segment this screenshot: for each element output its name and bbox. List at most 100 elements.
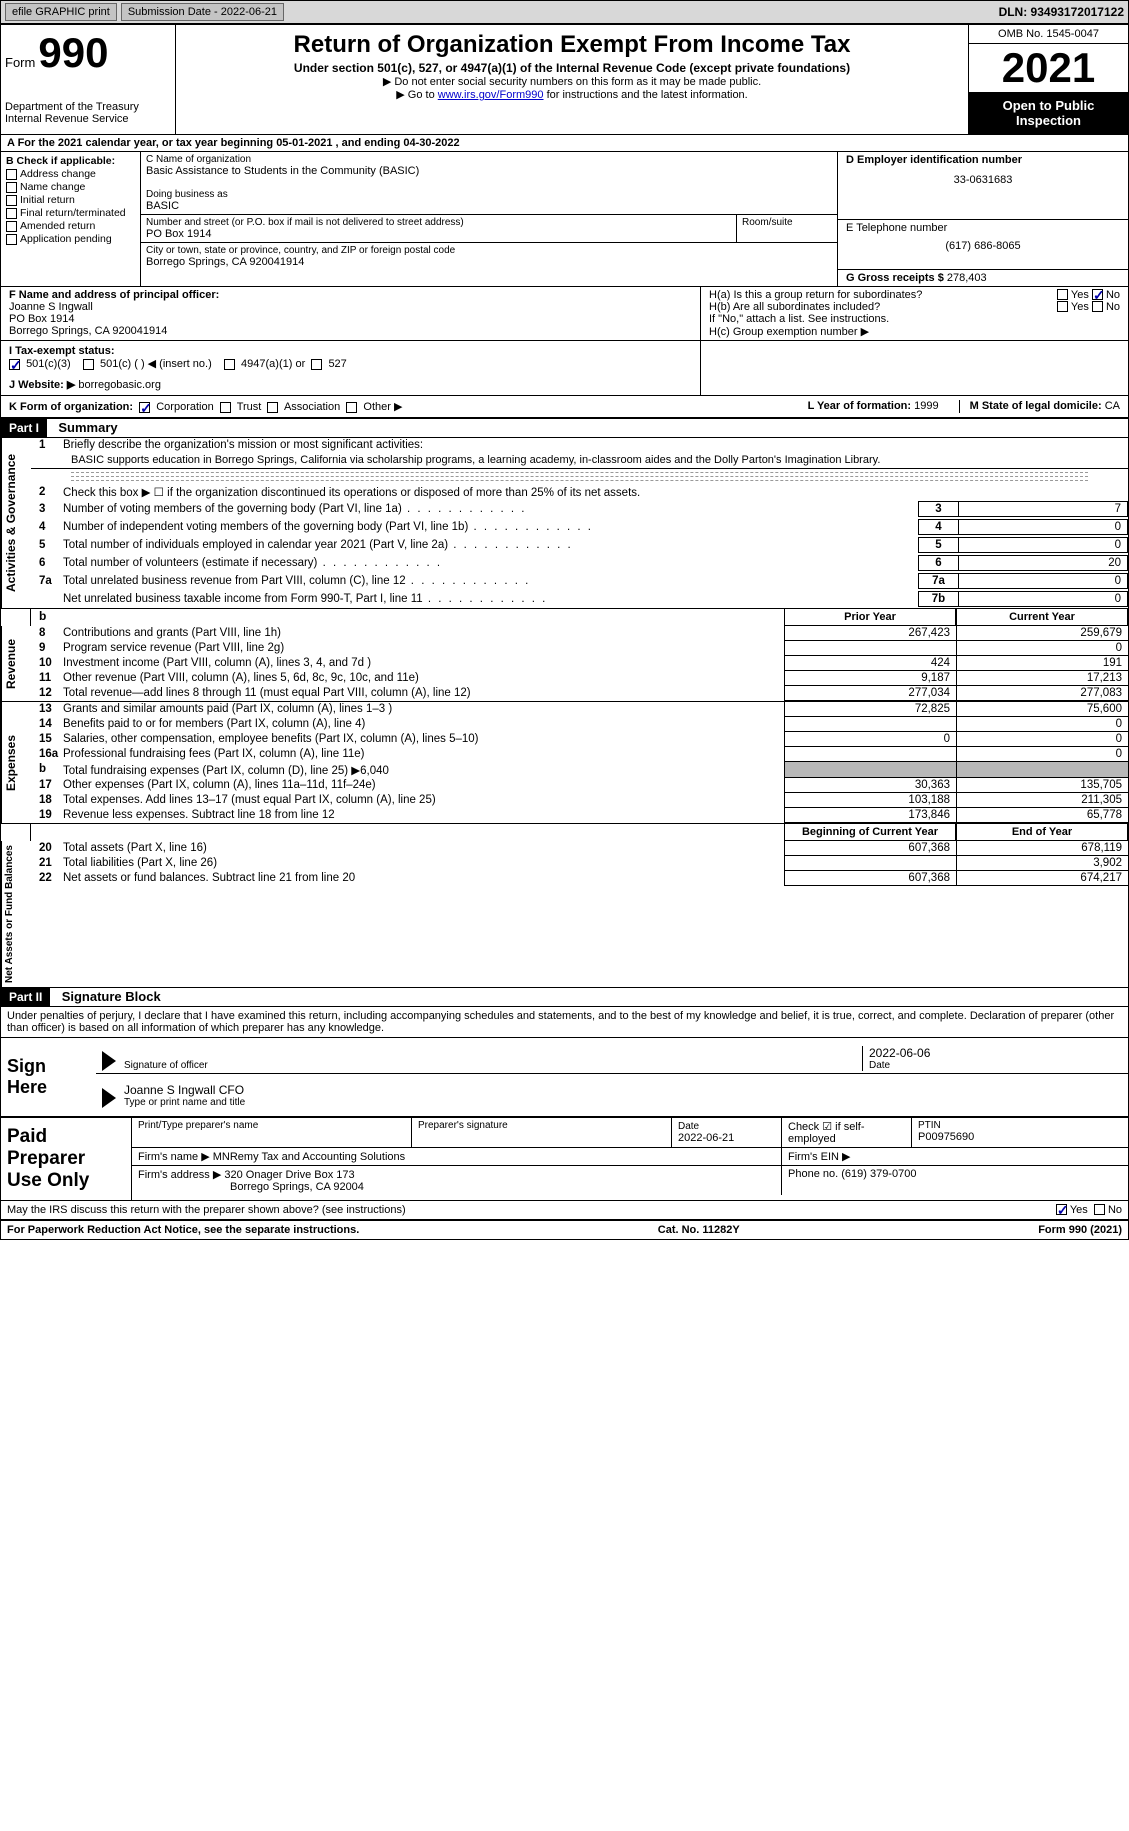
formorg-label: K Form of organization: (9, 401, 133, 413)
website-url: borregobasic.org (78, 379, 161, 391)
l15: Salaries, other compensation, employee b… (63, 732, 784, 747)
cb-name-change[interactable]: Name change (6, 181, 135, 193)
l10: Investment income (Part VIII, column (A)… (63, 656, 784, 671)
opt-assoc: Association (284, 401, 340, 413)
ha-yes-cb[interactable] (1057, 289, 1068, 300)
part-1-header: Part I Summary (1, 419, 1128, 438)
website-label: J Website: ▶ (9, 379, 75, 391)
submission-date-button[interactable]: Submission Date - 2022-06-21 (121, 3, 284, 21)
hb-no: No (1106, 301, 1120, 313)
ein-label: D Employer identification number (846, 154, 1120, 166)
cb-501c[interactable] (83, 359, 94, 370)
note-ssn: ▶ Do not enter social security numbers o… (180, 75, 964, 88)
c9: 0 (956, 641, 1128, 656)
netassets-header: Beginning of Current Year End of Year (1, 823, 1128, 841)
cb-other[interactable] (346, 402, 357, 413)
efile-button[interactable]: efile GRAPHIC print (5, 3, 117, 21)
org-name-label: C Name of organization (146, 154, 832, 165)
cb-501c3[interactable] (9, 359, 20, 370)
prep-sig-label: Preparer's signature (418, 1120, 665, 1131)
v4: 0 (958, 519, 1128, 535)
section-j-website: J Website: ▶ borregobasic.org (1, 374, 1128, 396)
v6: 20 (958, 555, 1128, 571)
form-word: Form (5, 55, 35, 70)
opt-4947: 4947(a)(1) or (241, 358, 305, 370)
p12: 277,034 (784, 686, 956, 701)
sign-here-row: Sign Here Signature of officer 2022-06-0… (1, 1038, 1128, 1117)
irs-link[interactable]: www.irs.gov/Form990 (438, 89, 544, 101)
goto-post: for instructions and the latest informat… (544, 89, 748, 101)
p16a (784, 747, 956, 762)
discuss-yes-cb[interactable] (1056, 1204, 1067, 1215)
check-self-employed[interactable]: Check ☑ if self-employed (782, 1118, 912, 1147)
l4: Number of independent voting members of … (63, 521, 918, 533)
pra-notice: For Paperwork Reduction Act Notice, see … (7, 1224, 359, 1236)
current-year-header: Current Year (956, 609, 1128, 626)
cb-trust[interactable] (220, 402, 231, 413)
sig-date-val: 2022-06-06 (869, 1046, 1122, 1060)
c14: 0 (956, 717, 1128, 732)
section-b-label: B Check if applicable: (6, 155, 135, 167)
p20: 607,368 (784, 841, 956, 856)
v5: 0 (958, 537, 1128, 553)
discuss-row: May the IRS discuss this return with the… (1, 1201, 1128, 1221)
discuss-no-cb[interactable] (1094, 1204, 1105, 1215)
c12: 277,083 (956, 686, 1128, 701)
cb-final-return[interactable]: Final return/terminated (6, 207, 135, 219)
cb-4947[interactable] (224, 359, 235, 370)
header-left: Form 990 Department of the Treasury Inte… (1, 25, 176, 134)
phone-label: E Telephone number (846, 222, 1120, 234)
cb-527[interactable] (311, 359, 322, 370)
activities-governance-block: Activities & Governance 1Briefly describ… (1, 438, 1128, 608)
ptin: P00975690 (918, 1131, 1122, 1143)
org-name: Basic Assistance to Students in the Comm… (146, 165, 832, 177)
p21 (784, 856, 956, 871)
sig-name-title: Joanne S Ingwall CFO (124, 1083, 1122, 1097)
sig-name-title-label: Type or print name and title (124, 1097, 1122, 1108)
firm-ein-label: Firm's EIN ▶ (782, 1148, 1128, 1165)
l11: Other revenue (Part VIII, column (A), li… (63, 671, 784, 686)
cb-application-pending[interactable]: Application pending (6, 233, 135, 245)
v7a: 0 (958, 573, 1128, 589)
firm-name: MNRemy Tax and Accounting Solutions (213, 1151, 405, 1163)
hb-yes-cb[interactable] (1057, 301, 1068, 312)
l7b: Net unrelated business taxable income fr… (63, 593, 918, 605)
cb-amended[interactable]: Amended return (6, 220, 135, 232)
c21: 3,902 (956, 856, 1128, 871)
form-ref: Form 990 (2021) (1038, 1224, 1122, 1236)
cb-address-change[interactable]: Address change (6, 168, 135, 180)
cb-assoc[interactable] (267, 402, 278, 413)
state-domicile: CA (1105, 400, 1120, 412)
part-1-title: Summary (50, 420, 117, 435)
irs-label: Internal Revenue Service (5, 113, 171, 125)
cb-corp[interactable] (139, 402, 150, 413)
p13: 72,825 (784, 702, 956, 717)
omb-number: OMB No. 1545-0047 (969, 25, 1128, 44)
hb-no-cb[interactable] (1092, 301, 1103, 312)
l14: Benefits paid to or for members (Part IX… (63, 717, 784, 732)
boy-header: Beginning of Current Year (784, 824, 956, 841)
section-k-formorg: K Form of organization: Corporation Trus… (1, 396, 1128, 419)
l6: Total number of volunteers (estimate if … (63, 557, 918, 569)
eoy-header: End of Year (956, 824, 1128, 841)
l19: Revenue less expenses. Subtract line 18 … (63, 808, 784, 823)
prep-date-label: Date (678, 1121, 699, 1132)
p11: 9,187 (784, 671, 956, 686)
l16a: Professional fundraising fees (Part IX, … (63, 747, 784, 762)
sig-date-label: Date (869, 1060, 1122, 1071)
dba-name: BASIC (146, 200, 832, 212)
form-title: Return of Organization Exempt From Incom… (180, 31, 964, 59)
p17: 30,363 (784, 778, 956, 793)
dln-label: DLN: 93493172017122 (999, 5, 1124, 19)
note-goto: ▶ Go to www.irs.gov/Form990 for instruct… (180, 88, 964, 101)
ha-no-cb[interactable] (1092, 289, 1103, 300)
vtab-netassets: Net Assets or Fund Balances (1, 841, 31, 987)
cb-initial-return[interactable]: Initial return (6, 194, 135, 206)
sig-officer-label: Signature of officer (124, 1060, 862, 1071)
dba-label: Doing business as (146, 189, 832, 200)
form-990-container: Form 990 Department of the Treasury Inte… (0, 24, 1129, 1240)
year-formation: 1999 (914, 400, 938, 412)
discuss-no: No (1108, 1204, 1122, 1216)
firm-phone: (619) 379-0700 (841, 1168, 916, 1180)
l2: Check this box ▶ ☐ if the organization d… (63, 485, 1128, 499)
